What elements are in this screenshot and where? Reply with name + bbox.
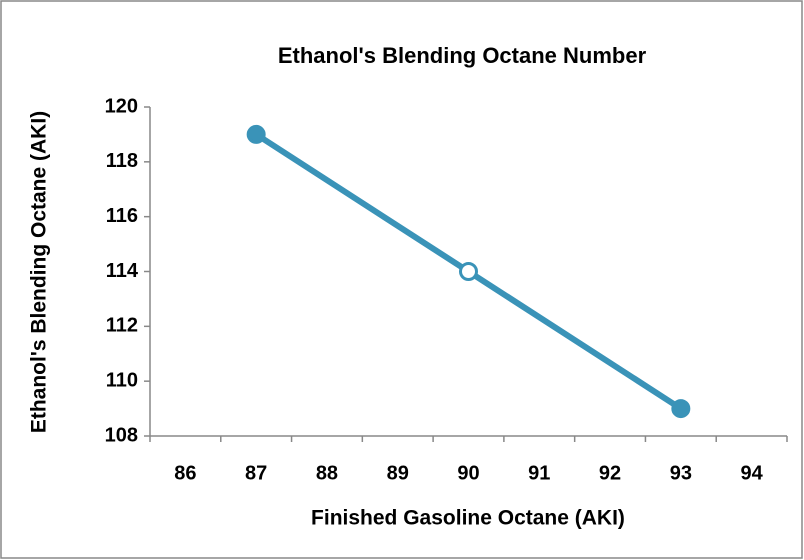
x-tick-label: 86: [174, 462, 196, 484]
y-axis-label: Ethanol's Blending Octane (AKI): [28, 111, 51, 433]
x-tick-label: 92: [599, 462, 621, 484]
x-tick-label: 90: [457, 462, 479, 484]
x-tick-label: 89: [387, 462, 409, 484]
y-tick-label: 112: [106, 315, 138, 337]
y-tick-label: 118: [106, 150, 138, 172]
x-axis-label: Finished Gasoline Octane (AKI): [311, 507, 625, 530]
chart-title: Ethanol's Blending Octane Number: [278, 43, 647, 68]
marker: [671, 399, 691, 419]
x-tick-label: 94: [740, 462, 763, 484]
x-tick-label: 91: [528, 462, 550, 484]
y-tick-label: 116: [106, 205, 138, 227]
x-tick-label: 88: [316, 462, 338, 484]
y-tick-label: 114: [106, 260, 139, 282]
x-tick-label: 93: [670, 462, 692, 484]
y-tick-label: 120: [105, 95, 138, 117]
marker: [246, 124, 266, 144]
marker: [459, 262, 478, 281]
x-tick-label: 87: [245, 462, 267, 484]
y-tick-label: 110: [106, 369, 138, 391]
y-tick-label: 108: [105, 424, 138, 446]
